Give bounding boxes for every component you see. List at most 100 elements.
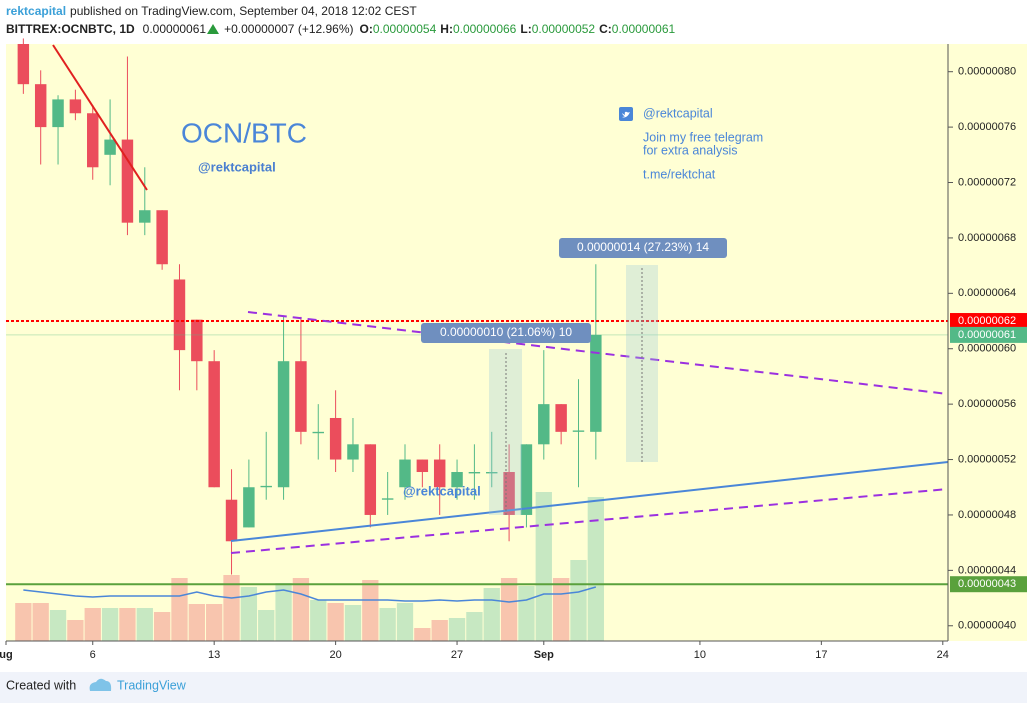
candle-body [329,417,342,460]
x-tick-label: Sep [534,649,554,661]
candle-body [17,44,30,85]
close-label: C: [599,22,612,36]
y-tick-label: 0.00000060 [958,343,1016,355]
chart-title: OCN/BTC [181,117,307,148]
high-value: 0.00000066 [453,22,517,36]
open-label: O: [360,22,373,36]
subtitle: @rektcapital [198,159,276,174]
x-tick-label: 10 [694,649,706,661]
volume-bar [258,610,275,641]
volume-bar [49,610,67,641]
candle-body [555,404,567,432]
high-label: H: [440,22,453,36]
volume-bar [84,608,101,641]
author[interactable]: rektcapital [6,4,66,18]
y-tick-label: 0.00000040 [958,620,1016,632]
candle-body [87,113,99,168]
volume-bar [292,578,310,641]
candle-body [364,444,377,515]
candle-body [104,139,116,155]
candle-body [433,459,446,488]
y-tick-label: 0.00000056 [958,398,1016,410]
volume-bar [206,604,223,641]
y-tick-label: 0.00000068 [958,232,1016,244]
candle-body [312,431,324,434]
measure-label: 0.00000014 (27.23%) 14 [577,240,709,254]
candle-body [416,459,429,473]
note[interactable]: @rektcapital [643,106,713,120]
header-line: rektcapital published on TradingView.com,… [6,4,417,18]
volume-bar [500,578,518,641]
note[interactable]: t.me/rektchat [643,167,716,181]
volume-bar [240,587,258,641]
x-tick-label: 24 [937,649,949,661]
candle-body [572,430,585,432]
candle-body [486,472,498,474]
volume-bar [362,580,379,641]
candle-body [260,485,272,488]
candle-body [520,444,533,515]
candle-body [590,334,602,432]
note: for extra analysis [643,143,737,157]
volume-bar [448,618,466,641]
watermark: @rektcapital [403,483,481,498]
volume-bar [171,578,188,641]
candle-body [173,279,186,351]
open-value: 0.00000054 [373,22,437,36]
twitter-bird [622,111,630,118]
volume-bar [32,603,49,641]
candle-body [381,498,394,500]
volume-bar [223,575,240,641]
x-tick-label: 13 [208,649,220,661]
level-label-box [950,576,1027,593]
symbol: BITTREX:OCNBTC, 1D [6,22,135,36]
last: 0.00000061 [143,22,207,36]
candle-body [451,472,463,488]
candle-body [52,99,64,128]
level-label-box [950,326,1027,343]
volume-bar [414,628,431,641]
volume-bar [587,497,604,641]
volume-bar [466,612,483,641]
candle-body [208,361,220,488]
footer-brand[interactable]: TradingView [117,678,187,692]
trend-line [247,311,949,395]
level-label: 0.00000062 [958,315,1016,327]
drawings: 0.00000010 (21.06%) 10 0.00000014 (27.23… [52,44,949,554]
candle-body [295,361,307,432]
candle-body [243,487,255,528]
x-tick-label: 17 [815,649,827,661]
measure-label-box [559,238,727,258]
candle-body [503,472,515,515]
candle-body [139,210,151,223]
volume-bar [188,604,205,641]
y-tick-label: 0.00000080 [958,66,1016,78]
level-label-box [950,313,1027,330]
volume-bar [153,612,171,641]
y-tick-label: 0.00000044 [958,564,1016,576]
published: published on TradingView.com, September … [70,4,417,18]
x-tick-label: 27 [451,649,463,661]
volume-bar [119,608,136,641]
volume-bar [15,603,32,641]
tv-logo [89,678,112,691]
volume-bar [344,605,362,641]
measure-label-box [421,323,591,343]
footer-bar [0,672,1027,703]
up-arrow [207,24,219,34]
measure-label: 0.00000010 (21.06%) 10 [440,325,572,339]
volume-ma-line [23,586,597,603]
candle-body [191,319,203,362]
x-tick-label: 6 [90,649,96,661]
volume-bar [535,492,552,641]
trend-line [230,461,949,542]
y-tick-label: 0.00000052 [958,453,1016,465]
change: +0.00000007 (+12.96%) [224,22,353,36]
volume-bar [379,608,396,641]
x-tick-label: ug [0,649,13,661]
volume-bar [136,608,153,641]
candle-body [347,444,359,460]
volume-bar [483,588,500,641]
x-tick-label: 20 [329,649,341,661]
